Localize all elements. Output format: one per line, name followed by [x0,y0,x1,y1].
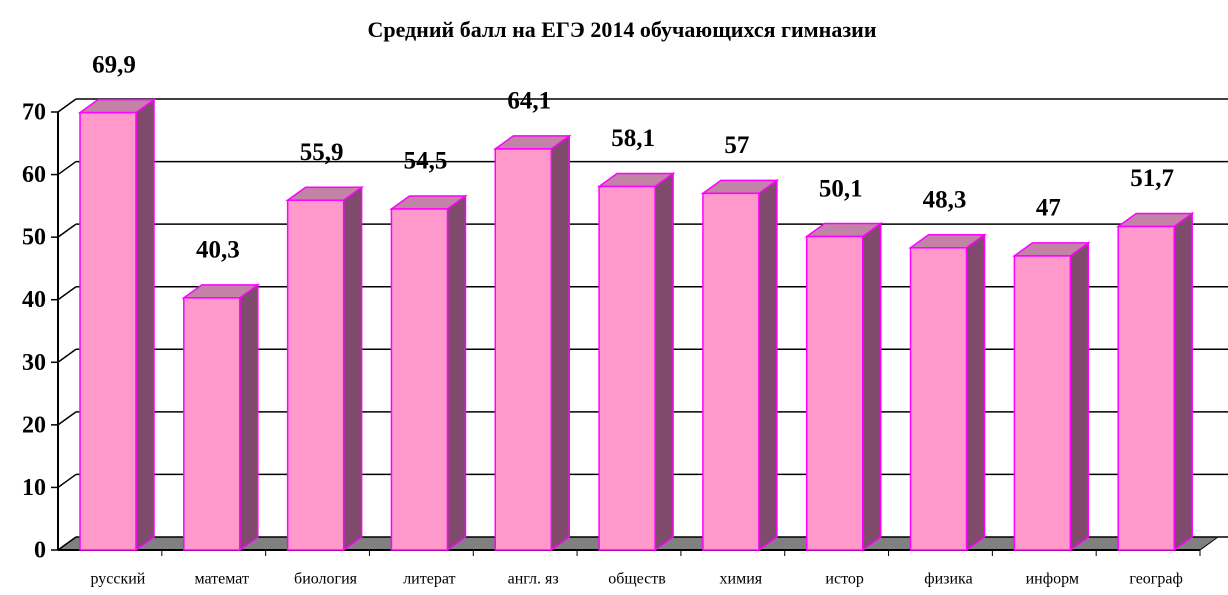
y-tick-label: 70 [22,100,46,126]
x-tick-label: истор [825,571,863,588]
grid-line [57,473,77,489]
value-label: 69,9 [92,51,136,78]
bar-side [861,222,882,552]
value-label: 64,1 [507,88,551,115]
bar-side [135,98,155,552]
value-label: 54,5 [404,148,448,175]
x-tick-label: англ. яз [508,571,559,588]
bar [286,199,345,551]
value-label: 50,1 [819,175,863,202]
y-tick-label: 10 [22,475,46,501]
bar-side [446,194,467,552]
bar-side [550,134,571,552]
bar-side [965,233,986,552]
x-tick-label: математ [194,571,249,588]
x-tick-label: информ [1026,571,1079,588]
y-tick-label: 0 [34,538,46,564]
value-label: 51,7 [1130,165,1174,192]
bar-side [1069,241,1090,552]
value-label: 40,3 [196,237,240,264]
grid-line [57,223,77,238]
bar-side [654,171,674,552]
value-label: 57 [724,132,749,159]
bar [183,297,241,551]
bar-side [758,178,778,552]
x-tick-label: литерат [403,571,455,588]
bar [702,192,760,551]
chart-title: Средний балл на ЕГЭ 2014 обучающихся гим… [367,17,876,42]
y-tick-label: 30 [22,350,46,376]
bar [598,185,656,551]
bar [1013,255,1072,551]
bar-side [342,185,363,552]
bar [805,235,864,551]
bar-side [1173,212,1193,552]
grid-line [57,411,77,426]
grid-line [57,98,77,113]
x-tick-label: биология [294,571,358,588]
x-tick-label: химия [720,571,763,588]
bar [79,111,137,551]
grid-line [57,536,77,551]
grid-line [57,348,77,363]
x-tick-label: географ [1129,571,1182,588]
y-tick-label: 20 [22,412,46,438]
bar [390,208,449,551]
grid-line [57,286,77,301]
value-label: 47 [1036,195,1061,222]
value-label: 55,9 [300,139,344,166]
grid-line [57,160,77,176]
bar [1117,225,1175,551]
y-tick-label: 40 [22,287,46,313]
bar [909,247,968,551]
y-tick-label: 50 [22,225,46,251]
x-tick-label: физика [924,571,972,588]
y-tick-label: 60 [22,162,46,188]
value-label: 48,3 [923,187,967,214]
value-label: 58,1 [611,125,655,152]
bar-side [239,283,259,552]
x-tick-label: обществ [608,571,666,588]
bar [494,148,553,551]
x-tick-label: русский [90,571,145,588]
